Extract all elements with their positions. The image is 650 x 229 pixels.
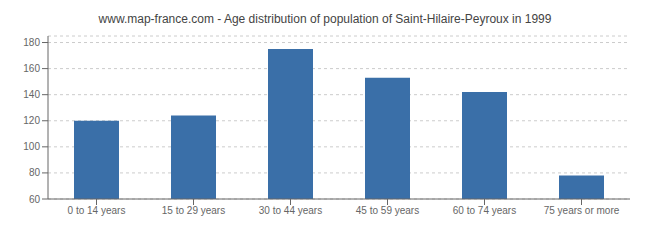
svg-text:75 years or more: 75 years or more bbox=[544, 205, 620, 216]
svg-text:60: 60 bbox=[29, 194, 41, 205]
svg-text:0 to 14 years: 0 to 14 years bbox=[68, 205, 126, 216]
svg-text:160: 160 bbox=[23, 63, 40, 74]
svg-text:120: 120 bbox=[23, 115, 40, 126]
html-text:www.map-france.com - Age distr: www.map-france.com - Age distribution of… bbox=[98, 12, 552, 26]
svg-text:140: 140 bbox=[23, 89, 40, 100]
svg-text:100: 100 bbox=[23, 141, 40, 152]
svg-text:30 to 44 years: 30 to 44 years bbox=[259, 205, 322, 216]
svg-text:60 to 74 years: 60 to 74 years bbox=[453, 205, 516, 216]
svg-text:45 to 59 years: 45 to 59 years bbox=[356, 205, 419, 216]
svg-text:180: 180 bbox=[23, 37, 40, 48]
svg-text:80: 80 bbox=[29, 167, 41, 178]
svg-text:15 to 29 years: 15 to 29 years bbox=[162, 205, 225, 216]
